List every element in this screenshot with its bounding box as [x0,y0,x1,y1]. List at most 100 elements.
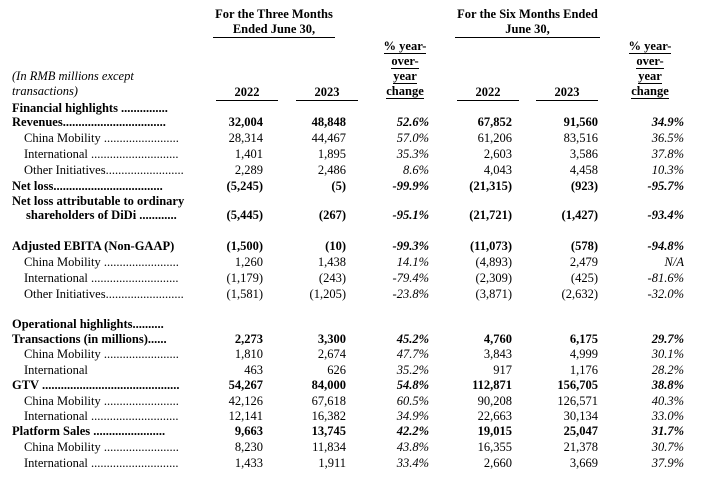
value-cell: 9,663 [234,424,263,438]
value-cell: (10) [325,239,346,253]
change-cell: 34.9% [396,409,429,423]
value-cell: 112,871 [472,378,512,392]
value-cell: 91,560 [563,115,598,129]
change-cell: 8.6% [402,163,429,177]
change-cell: 28.2% [651,363,684,377]
value-cell: (5) [331,179,346,193]
value-cell: (4,893) [475,255,512,269]
value-cell: 48,848 [311,115,346,129]
value-cell: 84,000 [311,378,346,392]
row-label: Operational highlights.......... [12,317,164,331]
row-label: China Mobility ........................ [24,394,179,408]
change-cell: 10.3% [651,163,684,177]
year-header: 2023 [296,85,358,101]
value-cell: (11,073) [469,239,512,253]
year-header: 2022 [457,85,519,101]
value-cell: 1,401 [234,147,263,161]
value-cell: (578) [570,239,598,253]
change-cell: 43.8% [396,440,429,454]
change-cell: 35.3% [396,147,429,161]
change-cell: 36.5% [651,131,684,145]
change-cell: 37.8% [651,147,684,161]
row-label: International ..........................… [24,409,179,423]
value-cell: 6,175 [569,332,598,346]
row-label: Transactions (in millions)...... [12,332,167,346]
group-header: For the Three Months Ended June 30, [213,7,335,38]
value-cell: 3,300 [317,332,346,346]
value-cell: (1,179) [226,271,263,285]
value-cell: 2,273 [234,332,263,346]
row-label: shareholders of DiDi ............ [26,208,177,222]
value-cell: 2,479 [569,255,598,269]
value-cell: 126,571 [557,394,598,408]
value-cell: (1,205) [309,287,346,301]
change-cell: 52.6% [396,115,429,129]
table-note: (In RMB millions except transactions) [12,69,134,98]
value-cell: (1,427) [561,208,598,222]
value-cell: 4,760 [483,332,512,346]
row-label: International ..........................… [24,271,179,285]
value-cell: 11,834 [312,440,346,454]
change-cell: 57.0% [396,131,429,145]
value-cell: 13,745 [311,424,346,438]
value-cell: 2,674 [317,347,346,361]
change-cell: -23.8% [392,287,429,301]
value-cell: 42,126 [228,394,263,408]
value-cell: 1,433 [234,456,263,470]
value-cell: 917 [493,363,512,377]
change-header: % year-over-year change [628,39,672,99]
row-label: Financial highlights ............... [12,101,168,115]
value-cell: 21,378 [563,440,598,454]
value-cell: (1,500) [226,239,263,253]
value-cell: 1,895 [317,147,346,161]
row-label: China Mobility ........................ [24,347,179,361]
change-cell: -32.0% [647,287,684,301]
value-cell: (1,581) [226,287,263,301]
change-cell: N/A [664,255,684,269]
value-cell: 3,669 [569,456,598,470]
value-cell: 16,355 [477,440,512,454]
value-cell: 1,176 [569,363,598,377]
value-cell: (5,445) [226,208,263,222]
row-label: Adjusted EBITA (Non-GAAP) [12,239,175,253]
group-header: For the Six Months Ended June 30, [455,7,600,38]
change-cell: 35.2% [396,363,429,377]
value-cell: (3,871) [475,287,512,301]
value-cell: 22,663 [477,409,512,423]
value-cell: (243) [318,271,346,285]
change-cell: -94.8% [647,239,684,253]
value-cell: 3,586 [569,147,598,161]
change-cell: 42.2% [396,424,429,438]
value-cell: (923) [570,179,598,193]
change-header: % year-over-year change [383,39,427,99]
value-cell: 67,852 [477,115,512,129]
change-cell: 37.9% [651,456,684,470]
change-cell: 60.5% [396,394,429,408]
row-label: China Mobility ........................ [24,255,179,269]
value-cell: 2,660 [483,456,512,470]
row-label: Other Initiatives.......................… [24,163,184,177]
change-cell: 31.7% [651,424,684,438]
change-cell: 29.7% [651,332,684,346]
value-cell: (425) [570,271,598,285]
value-cell: 83,516 [563,131,598,145]
row-label: International ..........................… [24,147,179,161]
change-cell: -99.3% [392,239,429,253]
change-cell: -99.9% [392,179,429,193]
change-cell: 30.7% [651,440,684,454]
value-cell: 2,603 [483,147,512,161]
row-label: Net loss................................… [12,179,163,193]
value-cell: 19,015 [477,424,512,438]
change-cell: -93.4% [647,208,684,222]
change-cell: -79.4% [392,271,429,285]
value-cell: 4,458 [569,163,598,177]
value-cell: (21,721) [469,208,512,222]
value-cell: (267) [318,208,346,222]
value-cell: (21,315) [469,179,512,193]
change-cell: 34.9% [651,115,684,129]
value-cell: 1,438 [317,255,346,269]
row-label: Platform Sales ....................... [12,424,166,438]
value-cell: 44,467 [311,131,346,145]
change-cell: -81.6% [647,271,684,285]
value-cell: 2,486 [317,163,346,177]
